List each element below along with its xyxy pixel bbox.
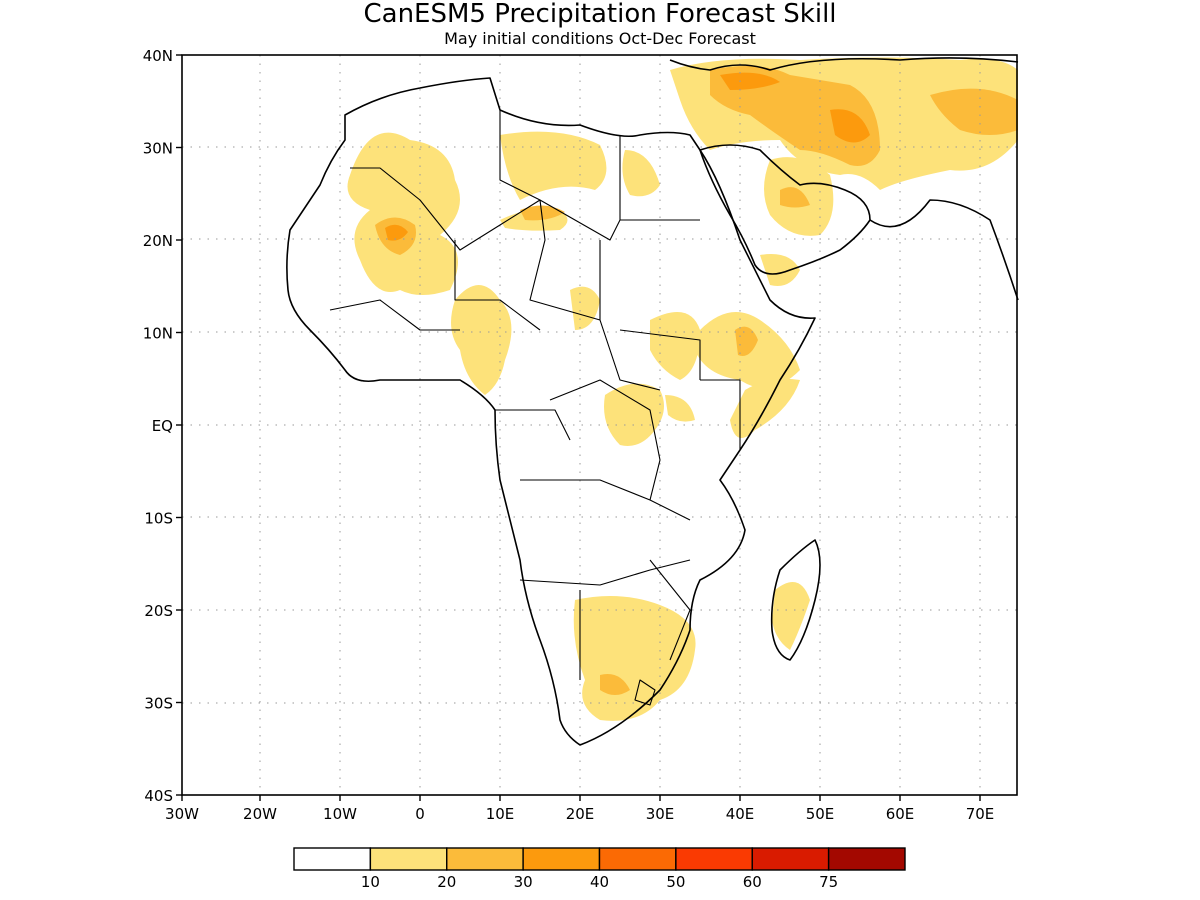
colorbar-swatch [522, 847, 601, 871]
shade-gulf-guinea [451, 285, 512, 395]
colorbar-label: 40 [590, 873, 609, 891]
colorbar-swatch [827, 847, 906, 871]
colorbar-swatch [369, 847, 448, 871]
lon-tick-label: 60E [886, 805, 915, 823]
colorbar-label: 20 [437, 873, 456, 891]
colorbar-swatch [293, 847, 372, 871]
lat-tick-label: 10S [144, 510, 173, 528]
map-subtitle: May initial conditions Oct-Dec Forecast [444, 29, 756, 48]
lon-tick-label: 40E [726, 805, 755, 823]
longitude-axis: 30W 20W 10W 0 10E 20E 30E 40E 50E 60E 70E [165, 795, 994, 823]
skill-shading [347, 57, 1018, 721]
lat-tick-label: EQ [152, 417, 173, 435]
lon-tick-label: 50E [806, 805, 835, 823]
shade-yemen [760, 254, 800, 286]
lon-tick-label: 0 [415, 805, 425, 823]
lon-tick-label: 30E [646, 805, 675, 823]
shade-libya [500, 131, 607, 200]
shade-afghan [930, 88, 1018, 135]
lat-tick-label: 20N [143, 232, 173, 250]
shade-congo [604, 383, 664, 446]
shade-iran-peak [830, 109, 870, 143]
shade-sa-core [600, 674, 630, 695]
colorbar-swatch [446, 847, 524, 871]
shade-uganda [665, 395, 695, 422]
shade-iraq-iran [710, 66, 880, 166]
lon-tick-label: 70E [966, 805, 995, 823]
shade-sudan [650, 312, 700, 380]
lon-tick-label: 30W [165, 805, 199, 823]
latitude-axis: 40N 30N 20N 10N EQ 10S 20S 30S 40S [143, 47, 182, 805]
lat-tick-label: 30N [143, 140, 173, 158]
lon-tick-label: 10W [323, 805, 357, 823]
shade-west-sahara [347, 132, 460, 295]
shade-syria-peak [720, 72, 780, 90]
coastlines [286, 57, 1019, 746]
lat-tick-label: 30S [144, 695, 173, 713]
colorbar-swatch [751, 847, 830, 871]
shade-niger-core [520, 205, 565, 221]
lat-tick-label: 10N [143, 325, 173, 343]
colorbar-label: 75 [819, 873, 838, 891]
lat-tick-label: 20S [144, 602, 173, 620]
colorbar-label: 50 [666, 873, 685, 891]
shade-egypt [622, 150, 660, 197]
shade-chad [570, 286, 600, 330]
lon-tick-label: 20E [566, 805, 595, 823]
colorbar-label: 10 [361, 873, 380, 891]
colorbar-swatch [675, 847, 753, 871]
shade-madagascar [772, 582, 810, 650]
lon-tick-label: 10E [486, 805, 515, 823]
country-borders [329, 110, 741, 706]
gridlines [182, 55, 1017, 795]
colorbar-label: 30 [514, 873, 533, 891]
shade-mali-peak [385, 224, 408, 241]
shade-south-africa [573, 596, 696, 721]
lat-tick-label: 40N [143, 47, 173, 65]
lat-tick-label: 40S [144, 787, 173, 805]
shade-saudi-core [780, 187, 810, 208]
shade-eth-core [735, 326, 758, 356]
lon-tick-label: 20W [243, 805, 277, 823]
colorbar-label: 60 [743, 873, 762, 891]
colorbar-legend: 10 20 30 40 50 60 75 [293, 847, 906, 891]
map-title: CanESM5 Precipitation Forecast Skill [363, 0, 836, 29]
colorbar-swatch [598, 847, 677, 871]
